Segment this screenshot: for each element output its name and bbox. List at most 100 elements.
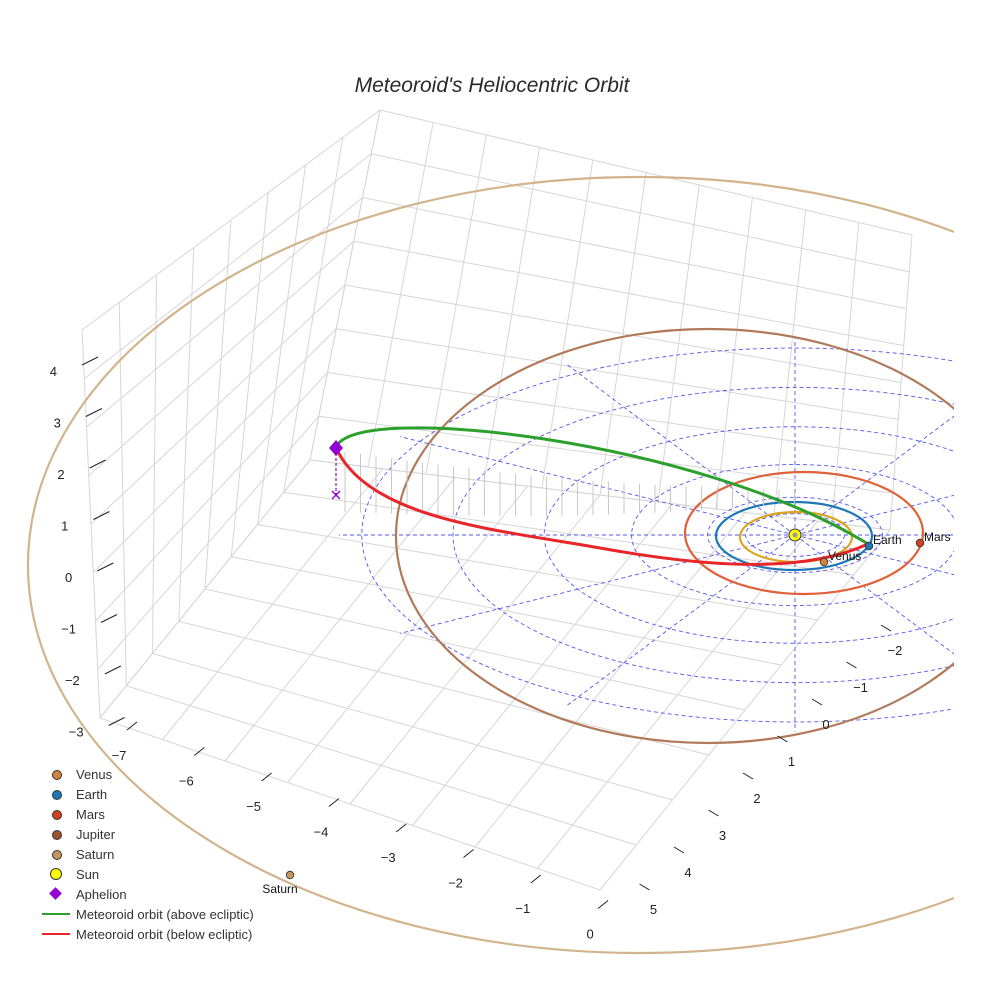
meteoroid-orbit	[334, 426, 869, 566]
tick-labels: 4 3 2 1 0 −1 −2 −3 −7 −6 −5 −4 −3 −2 −1 0 −2 −1 0 1 2 3 4 5	[50, 356, 903, 942]
ecliptic-radial	[794, 534, 954, 576]
orbit-mars	[683, 470, 925, 596]
z-tick-label: 1	[61, 519, 68, 534]
x-tick-mark	[597, 900, 609, 909]
z-tick-label: 0	[65, 570, 72, 585]
legend-item[interactable]: Sun	[36, 864, 254, 884]
z-tick-mark	[104, 665, 122, 675]
grid-line	[349, 494, 601, 805]
planet-label: Earth	[873, 533, 902, 547]
legend-symbol	[36, 804, 76, 824]
y-tick-mark	[742, 772, 754, 780]
grid-line	[90, 284, 346, 525]
grid-line	[287, 485, 528, 783]
x-tick-label: 0	[586, 927, 593, 942]
x-tick-mark	[328, 798, 340, 807]
legend-item[interactable]: Venus	[36, 764, 254, 784]
legend-symbol	[36, 884, 76, 904]
legend-label: Earth	[76, 786, 108, 802]
y-tick-label: 4	[684, 865, 691, 880]
legend-item[interactable]: Mars	[36, 804, 254, 824]
orbit-saturn	[27, 176, 954, 954]
z-tick-mark	[81, 356, 99, 366]
y-tick-label: −2	[888, 643, 903, 658]
legend-item[interactable]: Meteoroid orbit (below ecliptic)	[36, 924, 254, 944]
y-tick-label: 2	[753, 791, 760, 806]
ecliptic-grid	[339, 338, 954, 732]
z-tick-label: −2	[65, 673, 80, 688]
z-tick-label: 4	[50, 364, 57, 379]
legend-label: Mars	[76, 806, 105, 822]
y-tick-mark	[673, 846, 685, 854]
legend-label: Venus	[76, 766, 113, 782]
planet-venus	[819, 557, 829, 567]
grid-line	[336, 328, 899, 420]
y-tick-mark	[811, 698, 823, 706]
grid-layer	[81, 109, 913, 891]
grid-line	[92, 328, 337, 573]
legend-item[interactable]: Aphelion	[36, 884, 254, 904]
ecliptic-radial	[794, 415, 954, 536]
legend-label: Saturn	[76, 846, 115, 862]
ecliptic-radial	[399, 436, 796, 536]
grid-line	[88, 240, 355, 476]
meteoroid-orbit-below	[334, 447, 869, 566]
z-tick-mark	[93, 511, 110, 520]
y-tick-mark	[708, 809, 719, 817]
z-tick-mark	[96, 562, 114, 572]
legend-symbol	[36, 924, 76, 944]
y-tick-label: −1	[853, 680, 868, 695]
planet-label: Venus	[828, 549, 861, 563]
x-tick-mark	[395, 823, 407, 833]
z-tick-mark	[108, 717, 125, 726]
legend-label: Jupiter	[76, 826, 116, 842]
grid-line	[412, 503, 673, 826]
grid-line	[95, 372, 328, 622]
grid-line	[99, 459, 311, 719]
grid-line	[81, 109, 381, 331]
grid-line	[327, 372, 896, 457]
legend-item[interactable]: Jupiter	[36, 824, 254, 844]
z-tick-mark	[100, 614, 118, 623]
x-tick-mark	[193, 747, 205, 756]
planet-mars	[915, 538, 925, 548]
x-tick-label: −7	[112, 748, 127, 763]
ecliptic-circle	[361, 347, 954, 723]
z-tick-label: −1	[61, 622, 76, 637]
z-tick-label: 3	[54, 416, 61, 431]
y-tick-mark	[880, 624, 892, 632]
grid-line	[344, 284, 902, 383]
grid-line	[379, 109, 913, 236]
x-tick-label: −3	[381, 850, 396, 865]
legend-item[interactable]: Earth	[36, 784, 254, 804]
ecliptic-radial	[566, 534, 796, 706]
y-tick-label: 3	[719, 828, 726, 843]
grid-line	[537, 520, 818, 869]
legend-symbol	[36, 904, 76, 924]
legend-label: Sun	[76, 866, 100, 882]
x-tick-label: −6	[179, 774, 194, 789]
legend-item[interactable]: Saturn	[36, 844, 254, 864]
legend-symbol	[36, 784, 76, 804]
z-tick-mark	[85, 408, 103, 417]
x-tick-label: −5	[246, 799, 261, 814]
z-tick-label: −3	[69, 725, 84, 740]
legend-symbol	[36, 764, 76, 784]
legend-item[interactable]: Meteoroid orbit (above ecliptic)	[36, 904, 254, 924]
grid-line	[162, 468, 383, 740]
planet-earth	[864, 541, 874, 551]
legend-label: Aphelion	[76, 886, 127, 902]
orbit-jupiter	[394, 327, 954, 745]
y-tick-label: 1	[788, 754, 795, 769]
grid-line	[371, 153, 910, 273]
x-tick-label: −4	[313, 825, 328, 840]
x-tick-label: −1	[515, 901, 530, 916]
x-tick-mark	[126, 721, 138, 731]
grid-line	[97, 415, 320, 670]
planet-label: Saturn	[262, 882, 297, 896]
y-tick-mark	[777, 735, 788, 743]
legend-symbol	[36, 844, 76, 864]
legend: Venus Earth Mars Jupiter Saturn Sun Aphelion Me…	[36, 764, 254, 944]
y-tick-mark	[639, 883, 650, 891]
